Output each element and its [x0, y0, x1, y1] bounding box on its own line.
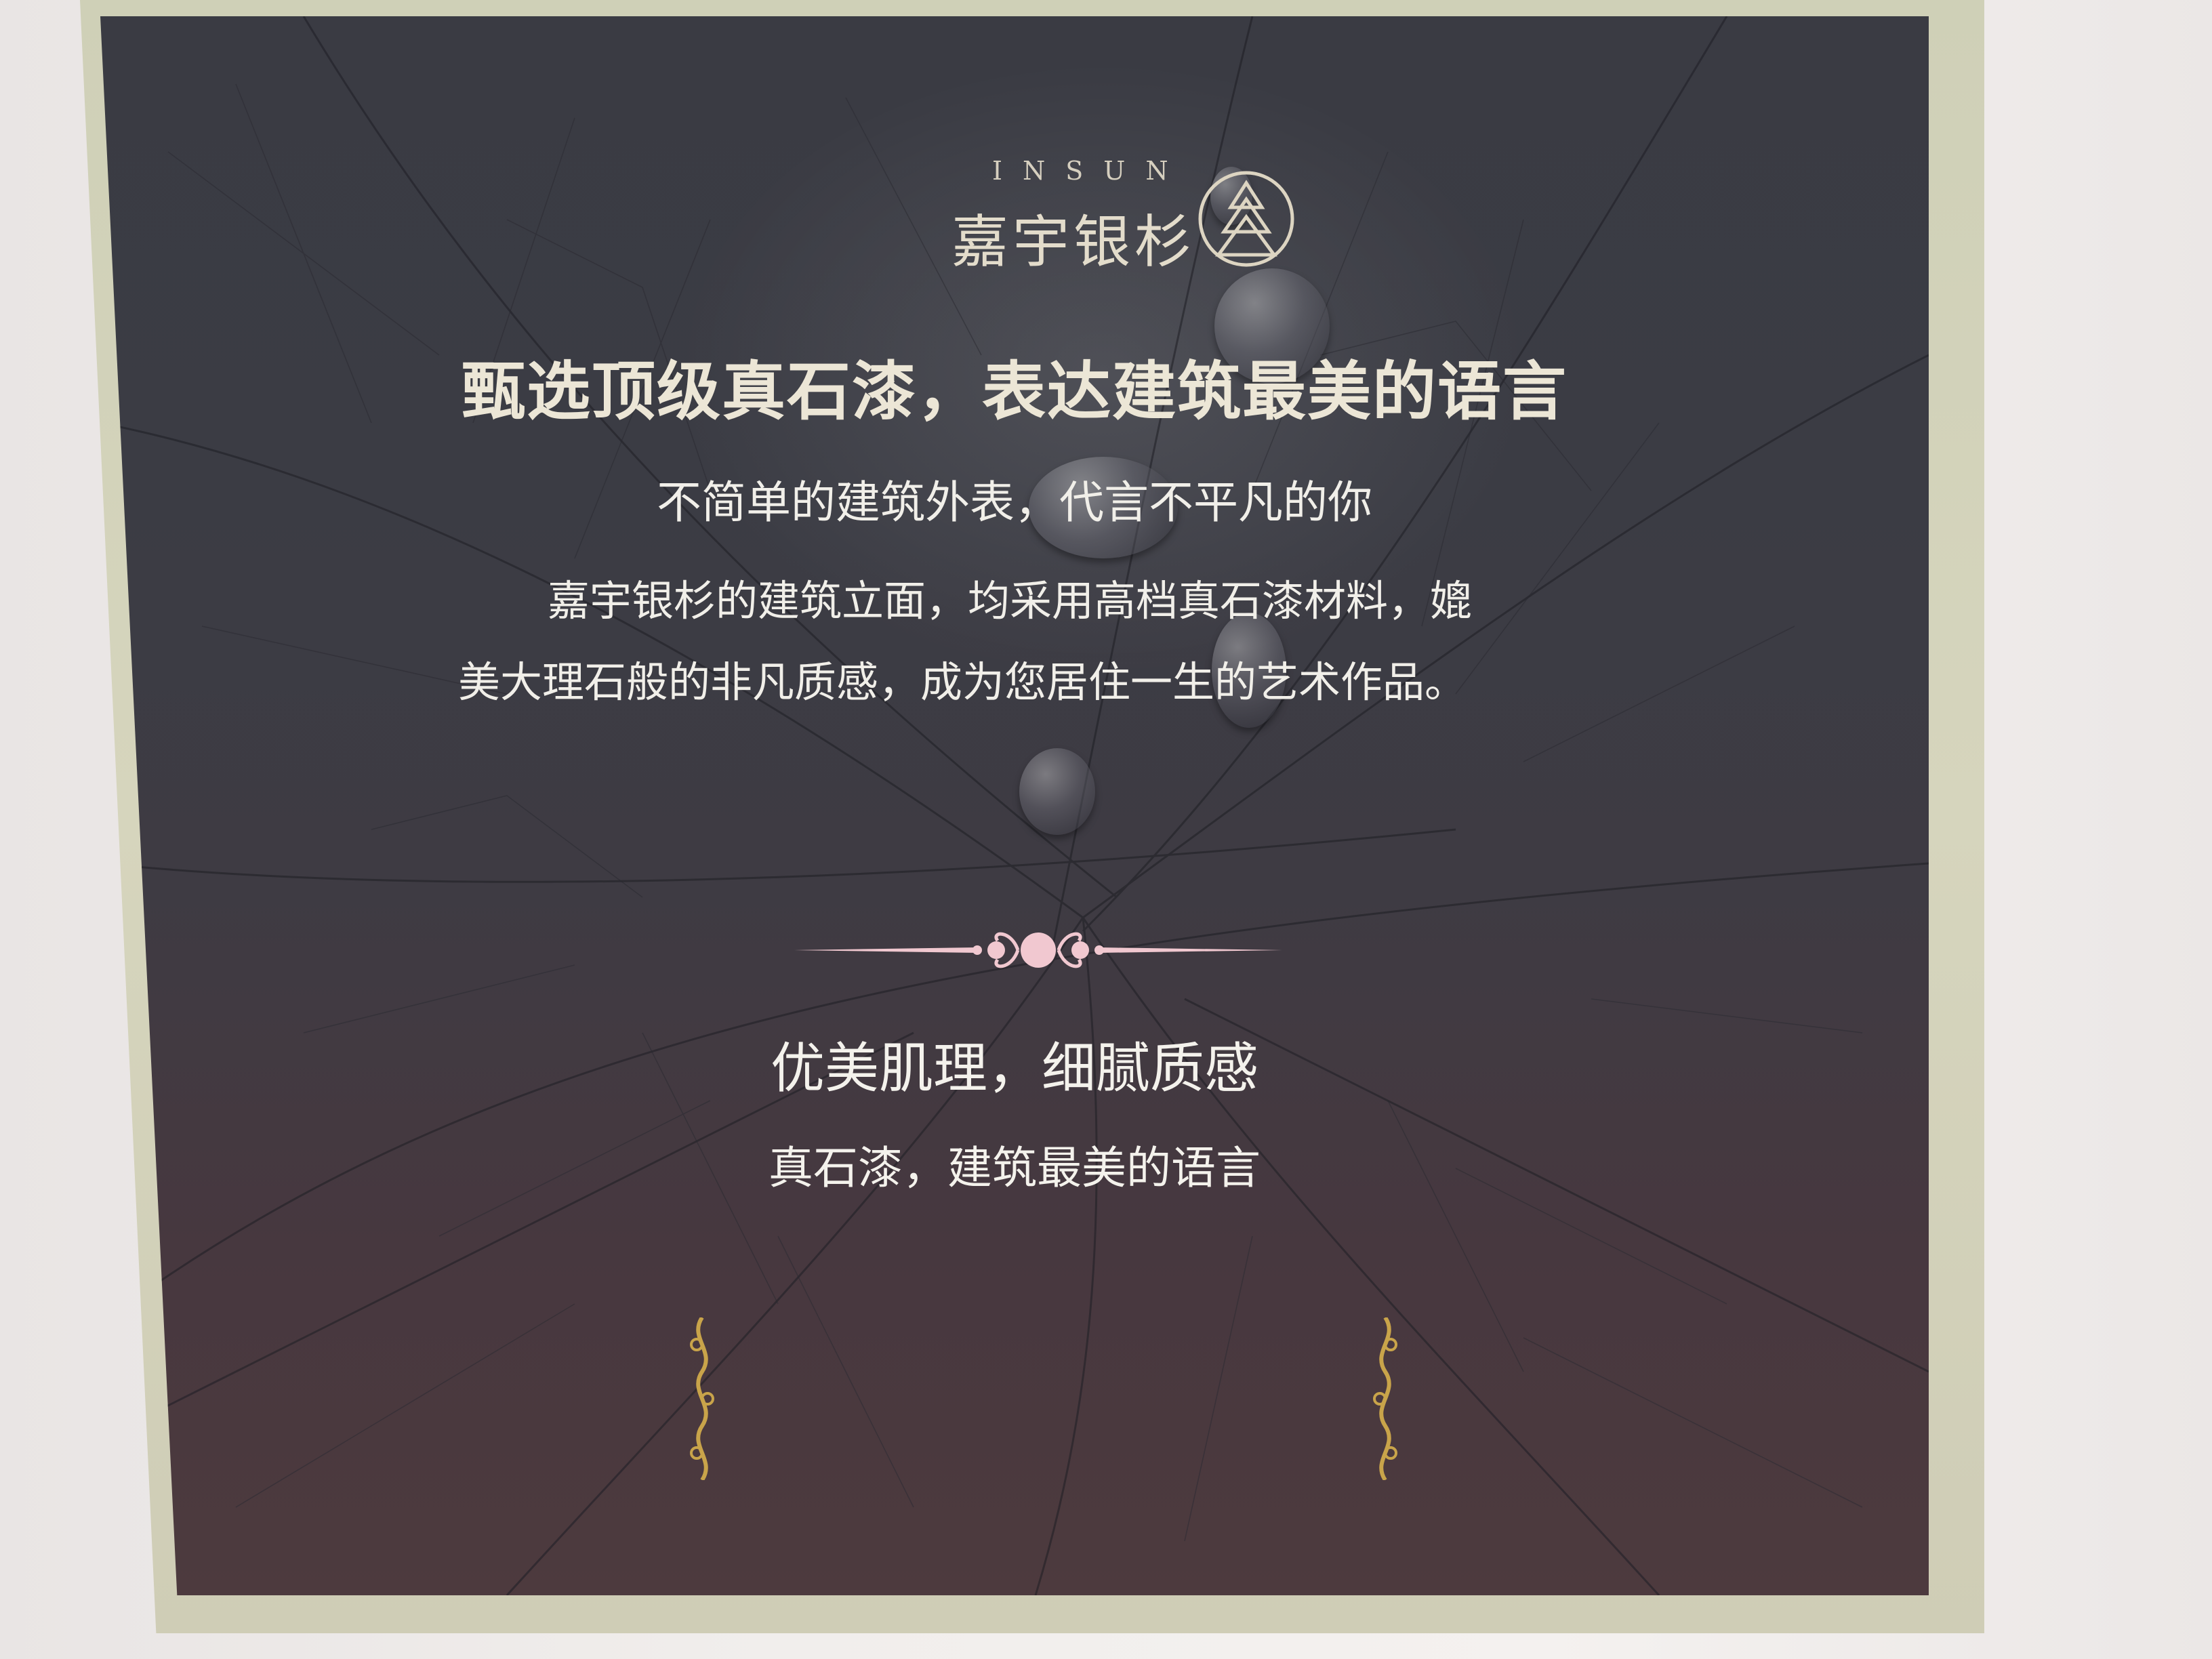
body-text-line: 美大理石般的非凡质感，成为您居住一生的艺术作品。 [458, 657, 1467, 707]
headline: 甄选顶级真石漆，表达建筑最美的语言 [461, 354, 1568, 429]
water-drop [1019, 748, 1095, 835]
water-drop [1214, 268, 1330, 384]
leaf-vein-texture [100, 16, 1929, 1595]
gold-scroll-ornament-icon [690, 1317, 714, 1480]
brand-latin-name: INSUN [992, 156, 1189, 186]
subheadline: 不简单的建筑外表，代言不平凡的你 [657, 476, 1372, 529]
section-tagline: 真石漆，建筑最美的语言 [769, 1142, 1261, 1194]
section-heading: 优美肌理，细腻质感 [771, 1037, 1258, 1100]
gold-scroll-ornament-icon [1373, 1317, 1397, 1480]
sign-panel: INSUN 嘉宇银杉 甄选顶级真石漆，表达建筑最美的语言 不简单的建筑外表，代言… [100, 16, 1929, 1595]
water-drop [1029, 457, 1178, 558]
water-drop [1212, 613, 1286, 728]
brand-logo: INSUN 嘉宇银杉 [897, 144, 1304, 279]
ornamental-divider-icon [794, 932, 1282, 968]
body-text-line: 嘉宇银杉的建筑立面，均采用高档真石漆材料，媲 [548, 576, 1473, 626]
brand-chinese-name: 嘉宇银杉 [951, 209, 1196, 275]
tree-emblem-icon [1198, 171, 1294, 267]
